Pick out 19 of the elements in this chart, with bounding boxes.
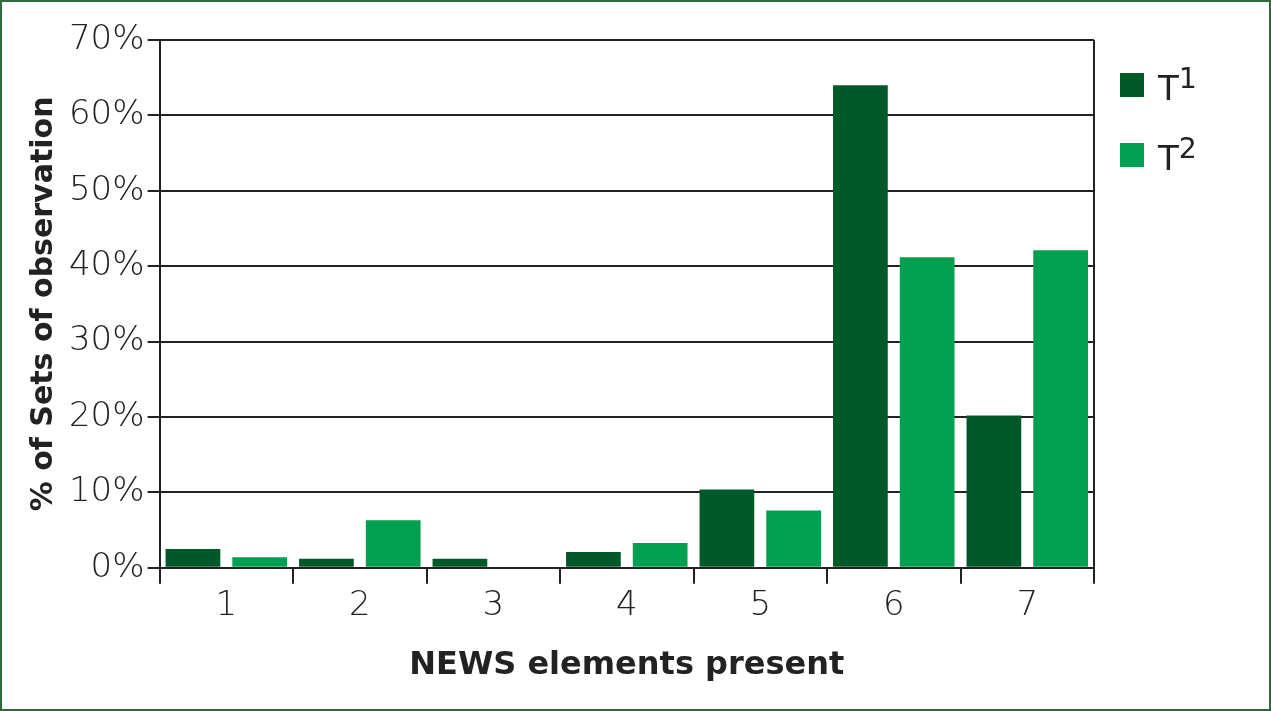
y-tick-label: 70% xyxy=(68,16,145,57)
legend-label: T$^{1}$ xyxy=(1158,61,1197,109)
y-tick-label: 10% xyxy=(68,469,145,510)
y-tick-label: 50% xyxy=(68,167,145,208)
y-tick-label: 60% xyxy=(68,92,145,133)
x-tick-label: 3 xyxy=(482,583,505,624)
x-tick-label: 2 xyxy=(348,583,371,624)
x-tick-label: 1 xyxy=(215,583,238,624)
x-tick-label: 7 xyxy=(1016,583,1039,624)
x-tick-label: 5 xyxy=(749,583,772,624)
x-axis-title: NEWS elements present xyxy=(409,644,845,683)
x-tick-label: 4 xyxy=(615,583,638,624)
y-tick-label: 40% xyxy=(68,243,145,284)
y-tick-label: 0% xyxy=(90,544,145,585)
x-tick-label: 6 xyxy=(882,583,905,624)
y-tick-label: 30% xyxy=(68,318,145,359)
legend-label: T$^{2}$ xyxy=(1158,131,1197,179)
y-axis-title: % of Sets of observation xyxy=(23,96,59,512)
y-tick-label: 20% xyxy=(68,393,145,434)
